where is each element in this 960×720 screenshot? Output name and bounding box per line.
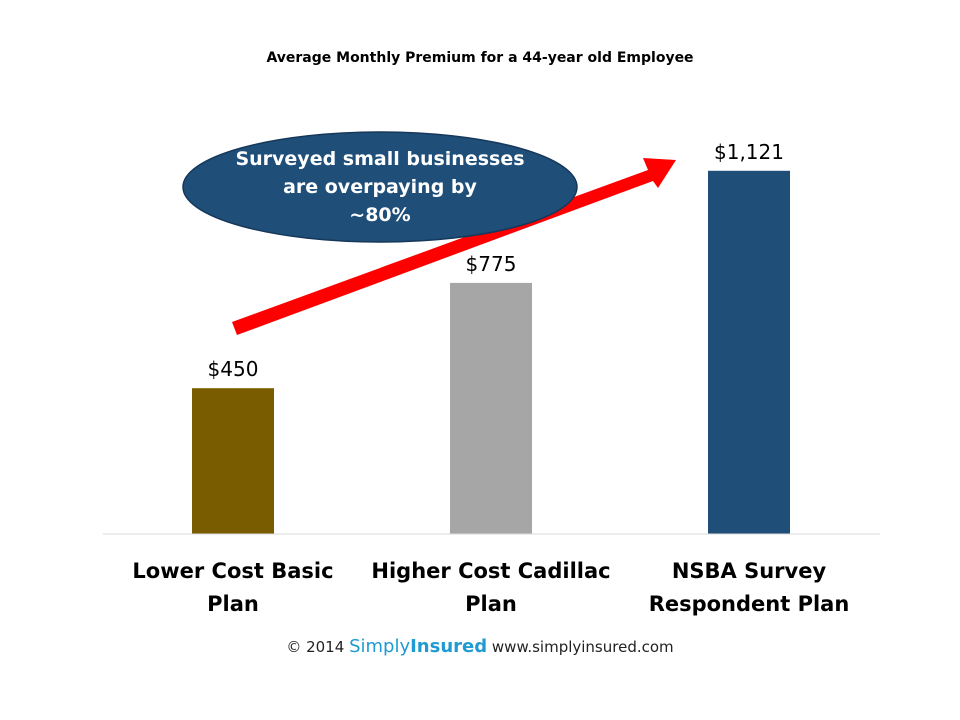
brand-insured: Insured — [410, 636, 488, 657]
value-label-2: $775 — [466, 252, 517, 276]
copyright-text: © 2014 — [286, 638, 345, 656]
chart-title: Average Monthly Premium for a 44-year ol… — [266, 50, 693, 66]
brand-logo: SimplyInsured — [349, 636, 488, 657]
website-link: www.simplyinsured.com — [491, 638, 674, 656]
callout-text-line-1: Surveyed small businesses — [235, 148, 524, 170]
value-label-3: $1,121 — [714, 140, 784, 164]
callout-text-line-2: are overpaying by — [283, 176, 477, 198]
category-label-2-line-1: Higher Cost Cadillac — [371, 559, 610, 583]
bar-1 — [192, 388, 274, 534]
category-label-3-line-1: NSBA Survey — [672, 559, 827, 583]
callout-text-line-3: ~80% — [349, 204, 410, 226]
bar-2 — [450, 282, 532, 534]
category-label-1-line-2: Plan — [207, 592, 259, 616]
category-label-1-line-1: Lower Cost Basic — [132, 559, 333, 583]
footer: © 2014 SimplyInsured www.simplyinsured.c… — [0, 636, 960, 657]
callout-ellipse — [182, 131, 578, 243]
category-label-3-line-2: Respondent Plan — [649, 592, 850, 616]
brand-simply: Simply — [349, 636, 411, 657]
value-label-1: $450 — [208, 357, 259, 381]
category-label-2-line-2: Plan — [465, 592, 517, 616]
bar-3 — [708, 170, 790, 534]
